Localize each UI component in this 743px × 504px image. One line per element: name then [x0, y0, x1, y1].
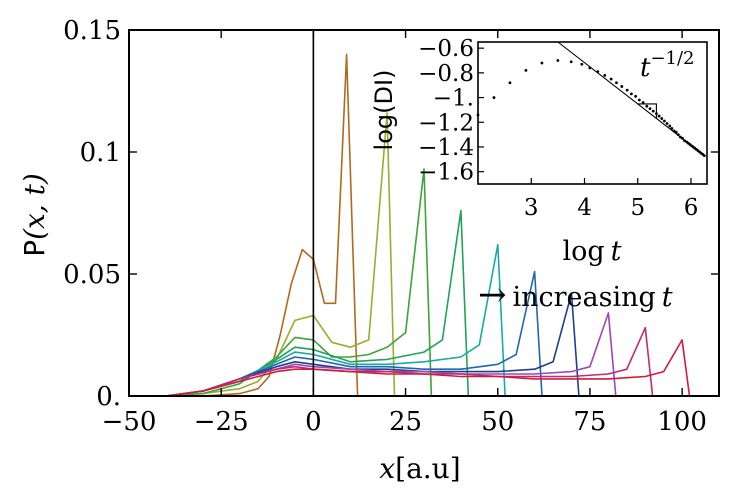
- inset-data-point: [609, 77, 613, 81]
- main-x-label-var: x: [379, 452, 395, 485]
- main-y-label-args: (x, t): [18, 173, 51, 240]
- annotation-arrow: →: [478, 275, 507, 315]
- inset-data-point: [681, 136, 684, 140]
- inset-data-point: [580, 62, 584, 66]
- inset-data-point: [625, 88, 629, 92]
- annotation-text: increasing: [513, 282, 656, 313]
- main-plot-frame: [128, 29, 720, 397]
- inset-plot-frame: [477, 41, 708, 185]
- main-x-tick-label: 25: [389, 407, 422, 437]
- main-x-tick-label: −50: [102, 407, 157, 437]
- inset-y-tick-label: −0.8: [418, 61, 474, 87]
- inset-data-point: [674, 130, 678, 134]
- inset-data-point: [655, 112, 658, 116]
- inset-data-point: [648, 107, 652, 111]
- inset-background: [478, 42, 707, 184]
- inset-y-label: log(DI): [370, 70, 398, 151]
- series-line-t10: [165, 339, 691, 397]
- inset-x-tick-label: 6: [684, 195, 699, 221]
- inset-data-point: [634, 94, 638, 98]
- inset-data-point: [660, 117, 664, 120]
- inset-data-point: [596, 70, 600, 74]
- inset-data-point: [662, 119, 666, 123]
- inset-x-tick-label: 4: [577, 195, 592, 221]
- inset-data-point: [657, 114, 661, 118]
- main-x-tick-label: 75: [573, 407, 606, 437]
- inset-data-point: [569, 60, 573, 64]
- main-y-tick-label: 0.05: [63, 260, 121, 290]
- inset-y-tick-label: −1.6: [418, 160, 474, 186]
- inset-data-point: [637, 98, 641, 102]
- annotation-var: t: [662, 282, 673, 313]
- inset-y-tick-label: −1.4: [418, 135, 474, 161]
- slope-label-base: t: [640, 53, 651, 83]
- inset-data-point: [645, 104, 649, 108]
- slope-label: t−1/2: [640, 48, 695, 83]
- inset-y-tick-label: −0.6: [418, 36, 474, 62]
- increasing-t-annotation: → increasing t: [478, 275, 673, 315]
- inset-x-label: log t: [562, 236, 621, 267]
- inset-data-point: [665, 122, 669, 125]
- main-y-tick-label: 0.1: [80, 138, 121, 168]
- main-x-label-unit: [a.u]: [395, 452, 460, 485]
- inset-y-ticks: −1.6−1.4−1.2−1.−0.8−0.6: [418, 36, 484, 186]
- main-y-label: P(x, t): [18, 173, 51, 257]
- main-x-ticks: −50 −25 0 25 50 75 100: [102, 30, 707, 437]
- inset-data-point: [615, 81, 618, 85]
- inset-data-point: [588, 66, 592, 70]
- main-y-tick-label: 0.: [96, 382, 121, 412]
- main-x-label: x[a.u]: [379, 452, 460, 485]
- main-y-tick-label: 0.15: [63, 16, 121, 46]
- inset-data-point: [672, 129, 676, 133]
- inset-x-tick-label: 3: [524, 195, 539, 221]
- series-line-t3: [165, 168, 433, 397]
- inset-data-point: [492, 96, 496, 99]
- inset-points-group: [476, 59, 706, 158]
- inset-data-point: [668, 124, 672, 128]
- inset-data-point: [678, 135, 682, 139]
- inset-x-ticks: 3 4 5 6: [524, 178, 698, 221]
- inset-y-tick-label: −1.: [433, 86, 474, 112]
- inset-data-point: [556, 59, 560, 62]
- inset-data-point: [641, 101, 645, 104]
- inset-data-point: [670, 127, 674, 130]
- inset-x-label-fn: log: [562, 236, 604, 267]
- inset-plot: 3 4 5 6 −1.6−1.4−1.2−1.−0.8−0.6 log(DI) log…: [370, 36, 708, 267]
- inset-data-point: [702, 154, 706, 158]
- inset-x-tick-label: 5: [630, 195, 645, 221]
- slope-label-exponent: −1/2: [650, 48, 694, 69]
- main-x-tick-label: 100: [657, 407, 707, 437]
- inset-y-tick-label: −1.2: [418, 110, 474, 136]
- inset-x-label-var: t: [611, 236, 622, 267]
- inset-data-point: [524, 69, 528, 72]
- main-x-tick-label: 50: [481, 407, 514, 437]
- inset-data-point: [540, 61, 544, 65]
- inset-data-point: [676, 133, 680, 137]
- series-line-t7: [165, 292, 580, 397]
- inset-data-point: [508, 81, 512, 85]
- inset-data-point: [651, 109, 655, 113]
- series-line-t1: [165, 53, 369, 397]
- main-x-tick-label: −25: [194, 407, 249, 437]
- inset-data-point: [620, 85, 624, 88]
- main-x-tick-label: 0: [305, 407, 322, 437]
- main-y-label-prefix: P: [18, 240, 51, 257]
- inset-data-point: [603, 73, 607, 77]
- main-plot: −50 −25 0 25 50 75 100 0. 0.05 0.1 0.15 P(x, t) x…: [18, 16, 720, 485]
- inset-data-point: [683, 139, 687, 143]
- main-y-ticks: 0. 0.05 0.1 0.15: [63, 16, 719, 412]
- inset-data-point: [629, 92, 633, 96]
